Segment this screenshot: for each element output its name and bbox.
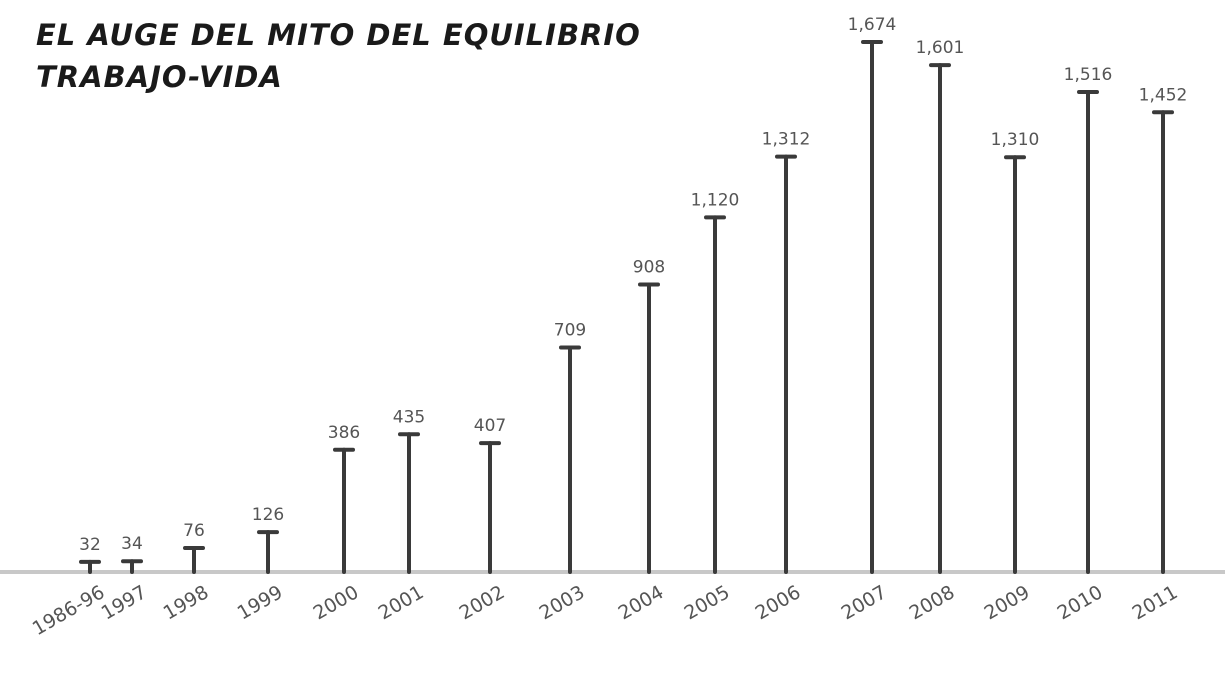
x-tick-label-2002: 2002: [456, 581, 509, 624]
x-tick-label-2009: 2009: [981, 581, 1034, 624]
x-tick-label-1997: 1997: [98, 581, 151, 624]
x-tick-label-2006: 2006: [752, 581, 805, 624]
value-label-2011: 1,452: [1139, 85, 1188, 105]
bar-2007: [861, 40, 883, 574]
bar-1986-96: [79, 559, 101, 574]
bar-2011: [1152, 110, 1174, 574]
x-tick-label-2004: 2004: [615, 581, 668, 624]
bar-2010: [1077, 90, 1099, 574]
value-label-2008: 1,601: [916, 38, 965, 58]
value-label-2001: 435: [393, 407, 425, 427]
value-label-1986-96: 32: [79, 535, 101, 555]
bars-group: [79, 40, 1174, 574]
bar-2005: [704, 215, 726, 574]
x-tick-label-1999: 1999: [234, 581, 287, 624]
value-label-1998: 76: [183, 521, 205, 541]
x-tick-label-2011: 2011: [1129, 581, 1182, 624]
value-label-1997: 34: [121, 534, 143, 554]
x-tick-label-1986-96: 1986-96: [29, 581, 109, 640]
x-tick-label-2007: 2007: [838, 581, 891, 624]
bar-2009: [1004, 155, 1026, 574]
value-label-1999: 126: [252, 505, 284, 525]
x-tick-label-1998: 1998: [160, 581, 213, 624]
bar-2008: [929, 63, 951, 574]
value-label-2010: 1,516: [1064, 65, 1113, 85]
value-label-2006: 1,312: [762, 130, 811, 150]
bar-2001: [398, 432, 420, 574]
bar-2004: [638, 282, 660, 574]
bar-2006: [775, 154, 797, 574]
bar-2002: [479, 441, 501, 574]
bar-1999: [257, 530, 279, 574]
value-label-2004: 908: [633, 258, 665, 278]
x-tick-label-2005: 2005: [681, 581, 734, 624]
value-label-2002: 407: [474, 416, 506, 436]
value-labels-group: 32 34 76 126 386 435 407 709 908 1,120 1,312 1,674 1…: [79, 15, 1187, 555]
value-label-2009: 1,310: [991, 130, 1040, 150]
x-tick-label-2001: 2001: [375, 581, 428, 624]
value-label-2000: 386: [328, 423, 360, 443]
value-label-2005: 1,120: [691, 190, 740, 210]
value-label-2003: 709: [554, 321, 586, 341]
bar-1998: [183, 545, 205, 574]
chart-title: EL AUGE DEL MITO DEL EQUILIBRIO TRABAJO-…: [36, 18, 641, 94]
x-tick-label-2010: 2010: [1054, 581, 1107, 624]
x-tick-label-2003: 2003: [536, 581, 589, 624]
x-tick-label-2000: 2000: [310, 581, 363, 624]
x-tick-label-2008: 2008: [906, 581, 959, 624]
bar-2003: [559, 345, 581, 574]
value-label-2007: 1,674: [848, 15, 897, 35]
bar-2000: [333, 447, 355, 574]
bar-1997: [121, 559, 143, 574]
